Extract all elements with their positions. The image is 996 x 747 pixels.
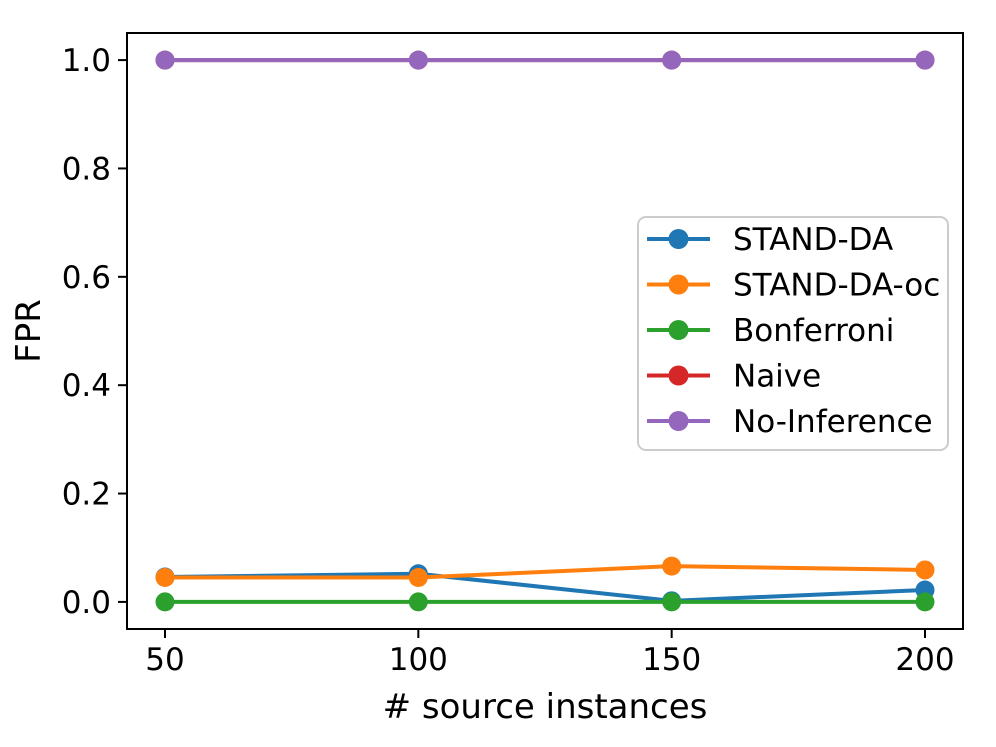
y-tick-label: 0.8: [62, 151, 111, 187]
x-tick-label: 150: [642, 642, 701, 678]
data-point-stand-da-oc: [662, 556, 682, 576]
x-tick-label: 200: [895, 642, 954, 678]
y-tick-label: 0.6: [62, 260, 111, 296]
legend-marker: [668, 365, 689, 386]
y-tick-label: 0.0: [62, 585, 111, 621]
legend-entry-stand-da-oc: STAND-DA-oc: [647, 268, 940, 304]
legend-marker: [668, 411, 689, 431]
legend-label: Bonferroni: [733, 313, 894, 349]
series-line-stand-da-oc: [165, 564, 926, 580]
legend-label: STAND-DA-oc: [733, 268, 940, 304]
data-point-no-inference: [915, 50, 935, 70]
legend-label: Naive: [733, 359, 821, 395]
data-point-stand-da-oc: [915, 560, 935, 580]
data-point-stand-da-oc: [408, 568, 428, 588]
legend-label: STAND-DA: [733, 222, 893, 258]
y-tick-label: 0.4: [62, 368, 111, 404]
legend: STAND-DA STAND-DA-oc Bonferroni Naive No-Inf…: [637, 216, 949, 451]
x-tick-label: 50: [145, 642, 184, 678]
legend-label: No-Inference: [733, 404, 933, 440]
y-tick-label: 1.0: [62, 43, 111, 79]
y-axis-label: FPR: [9, 299, 49, 363]
axes-layer: [126, 32, 964, 630]
x-tick-label: 100: [389, 642, 448, 678]
data-point-no-inference: [408, 50, 428, 70]
data-point-no-inference: [155, 50, 175, 70]
legend-marker: [668, 274, 689, 295]
data-point-no-inference: [662, 50, 682, 70]
y-tick-label: 0.2: [62, 477, 111, 513]
ticks-layer: 0.0 0.2 0.4 0.6 0.8 1.0 50 100 150 200: [62, 43, 955, 678]
legend-entry-no-inference: No-Inference: [647, 404, 933, 440]
data-point-bonferroni: [662, 592, 682, 612]
data-point-bonferroni: [408, 592, 428, 612]
series-layer: [155, 50, 935, 612]
plot-border: [126, 32, 964, 630]
legend-box: [637, 216, 949, 451]
data-point-bonferroni: [155, 592, 175, 612]
legend-entry-stand-da: STAND-DA: [647, 222, 893, 258]
series-line-stand-da: [164, 571, 926, 603]
data-point-bonferroni: [915, 592, 935, 612]
data-point-stand-da-oc: [155, 568, 175, 588]
legend-marker: [668, 320, 689, 340]
legend-marker: [668, 229, 689, 249]
x-axis-label: # source instances: [383, 687, 708, 727]
legend-entry-naive: Naive: [647, 359, 821, 395]
legend-entry-bonferroni: Bonferroni: [647, 313, 894, 349]
